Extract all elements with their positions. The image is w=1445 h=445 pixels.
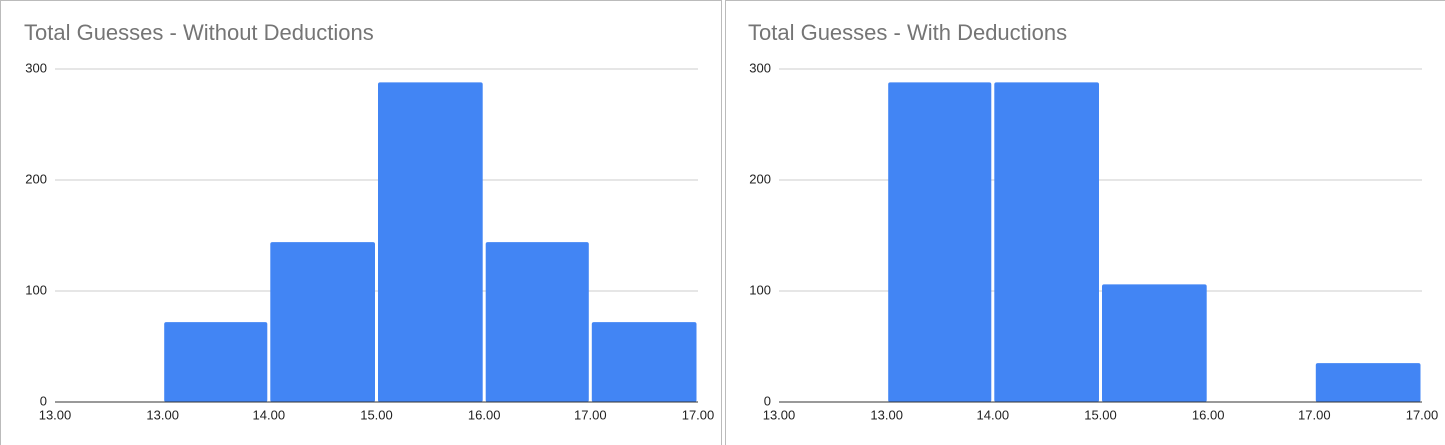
y-tick-label: 100 [25, 282, 47, 297]
x-tick-label: 17.00 [1406, 407, 1439, 422]
y-tick-label: 200 [749, 171, 771, 186]
x-tick-label: 17.00 [574, 407, 607, 422]
y-tick-label: 300 [25, 60, 47, 75]
bar [591, 322, 697, 402]
y-tick-label: 200 [25, 171, 47, 186]
x-tick-label: 13.00 [146, 407, 179, 422]
chart-title: Total Guesses - With Deductions [748, 20, 1067, 45]
x-tick-label: 17.00 [1298, 407, 1331, 422]
y-tick-label: 0 [764, 393, 771, 408]
bar [1315, 363, 1421, 402]
x-tick-label: 15.00 [360, 407, 393, 422]
x-tick-label: 13.00 [870, 407, 903, 422]
chart-title: Total Guesses - Without Deductions [24, 20, 374, 45]
panel-border [0, 0, 722, 445]
y-tick-label: 100 [749, 282, 771, 297]
panel-border [725, 0, 1445, 445]
bar [378, 82, 483, 402]
x-tick-label: 14.00 [977, 407, 1010, 422]
y-tick-label: 0 [40, 393, 47, 408]
x-tick-label: 14.00 [253, 407, 286, 422]
x-tick-label: 13.00 [39, 407, 72, 422]
bar [485, 242, 589, 402]
x-tick-label: 16.00 [468, 407, 501, 422]
x-tick-label: 16.00 [1192, 407, 1225, 422]
bar [270, 242, 375, 402]
bar [164, 322, 268, 402]
x-tick-label: 15.00 [1084, 407, 1117, 422]
bar [994, 82, 1099, 402]
y-tick-label: 300 [749, 60, 771, 75]
x-tick-label: 13.00 [763, 407, 796, 422]
x-tick-label: 17.00 [682, 407, 715, 422]
bar [1102, 284, 1207, 402]
bar [888, 82, 992, 402]
